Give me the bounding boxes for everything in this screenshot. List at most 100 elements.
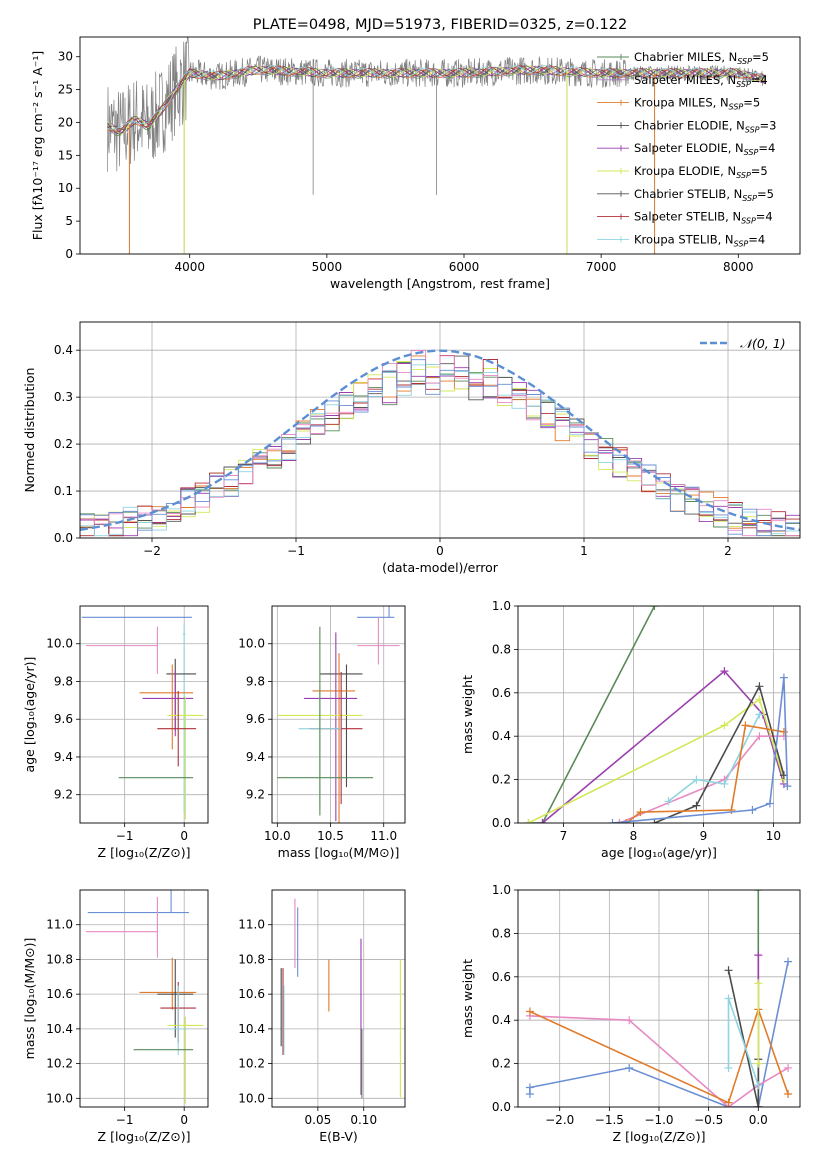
- x-tick-label: 4000: [174, 260, 205, 274]
- legend-sub: SSP: [742, 194, 757, 203]
- series-point: [784, 1089, 793, 1098]
- x-tick-label: 5000: [312, 260, 343, 274]
- y-tick-label: 11.0: [46, 918, 73, 932]
- panel-age-vs-Z: −1 0 9.2 9.4 9.6 9.8 10.0 Z [log₁₀(Z/Z⊙)] age [l…: [22, 605, 209, 860]
- y-tick-label: 0.0: [492, 816, 511, 830]
- legend-entry: Chabrier MILES, NSSP=5: [634, 50, 769, 66]
- legend-sub: SSP: [744, 148, 759, 157]
- legend-entry: Kroupa STELIB, NSSP=4: [634, 232, 765, 248]
- series-point: [754, 890, 763, 894]
- y-tick-label: 0.3: [54, 390, 73, 404]
- y-tick-label: 30: [58, 50, 73, 64]
- series-point: [754, 1059, 763, 1068]
- y-tick-label: 9.4: [54, 750, 73, 764]
- plot-area: [277, 606, 400, 823]
- series-point: [650, 606, 659, 610]
- series-point: [720, 667, 729, 676]
- legend-entry: Chabrier ELODIE, NSSP=3: [634, 118, 776, 134]
- x-tick-label: 8000: [723, 260, 754, 274]
- series-point: [724, 1098, 733, 1107]
- legend-name: Salpeter MILES, N: [634, 73, 736, 87]
- panel-weight-vs-Z: −2.0 −1.5 −1.0 −0.5 0.0 0.0 0.2 0.4 0.6 0.8 1.0 Z […: [460, 883, 801, 1144]
- series-point: [625, 1063, 634, 1072]
- series-line: [529, 1015, 789, 1107]
- legend-name: Kroupa MILES, N: [634, 96, 729, 110]
- legend-suffix: =4: [756, 210, 773, 224]
- panel-age-vs-mass: 10.0 10.5 11.0 9.2 9.4 9.6 9.8 10.0 mass [log₁₀(…: [238, 605, 406, 860]
- x-tick-label: −1.5: [595, 1113, 624, 1127]
- y-tick-label: 1.0: [492, 599, 511, 613]
- y-tick-label: 0.2: [492, 773, 511, 787]
- y-tick-label: 0: [65, 247, 73, 261]
- x-tick-label: 0: [180, 829, 188, 843]
- y-tick-label: 10.0: [46, 637, 73, 651]
- series-point: [754, 979, 763, 988]
- series-point: [625, 1016, 634, 1025]
- x-tick-label: 0.0: [749, 1113, 768, 1127]
- series-point: [692, 801, 701, 810]
- axes-frame: [79, 321, 801, 539]
- axes-frame: [271, 605, 406, 824]
- panel-mass-vs-ebv: 0.05 0.10 10.0 10.2 10.4 10.6 10.8 11.0 E(B-V): [238, 889, 406, 1144]
- y-axis-label: age [log₁₀(age/yr)]: [22, 657, 37, 773]
- legend-suffix: =4: [748, 232, 765, 246]
- y-tick-label: 9.8: [246, 674, 265, 688]
- y-tick-label: 0.4: [54, 343, 73, 357]
- axes-frame: [79, 889, 209, 1108]
- series-point: [636, 808, 645, 817]
- legend-name: Salpeter STELIB, N: [634, 210, 741, 224]
- legend-sub: SSP: [745, 125, 760, 134]
- histogram-step: [80, 359, 800, 537]
- y-tick-label: 9.2: [54, 788, 73, 802]
- x-tick-label: 9: [700, 829, 708, 843]
- legend-suffix: =4: [758, 141, 775, 155]
- y-axis-label: mass weight: [460, 675, 475, 754]
- legend-entry: 𝒩(0, 1): [740, 336, 786, 351]
- legend-name: Kroupa ELODIE, N: [634, 164, 736, 178]
- residuals-legend: 𝒩(0, 1): [700, 336, 786, 351]
- y-tick-label: 10.6: [46, 987, 73, 1001]
- x-tick-label: 0: [180, 1113, 188, 1127]
- series-point: [755, 710, 764, 719]
- gaussian-curve: [80, 349, 800, 531]
- x-tick-label: 0: [436, 544, 444, 558]
- legend-sub: SSP: [736, 171, 751, 180]
- y-tick-label: 9.6: [246, 712, 265, 726]
- series-point: [538, 819, 547, 823]
- x-tick-label: −0.5: [694, 1113, 723, 1127]
- axes-frame: [79, 36, 801, 255]
- y-tick-label: 25: [58, 83, 73, 97]
- y-tick-label: 10.4: [238, 1022, 265, 1036]
- model-line: [107, 65, 766, 134]
- y-axis-label: mass weight: [460, 959, 475, 1038]
- legend-entry: Salpeter STELIB, NSSP=4: [634, 210, 773, 226]
- series-point: [622, 819, 631, 823]
- y-tick-label: 9.8: [54, 674, 73, 688]
- x-axis-label: mass [log₁₀(M/M⊙)]: [278, 845, 400, 860]
- legend-sub: SSP: [734, 239, 749, 248]
- series-point: [525, 1083, 534, 1092]
- plot-area: [107, 37, 767, 254]
- legend-entry: Salpeter MILES, NSSP=4: [634, 73, 768, 89]
- plot-area: [85, 890, 204, 1104]
- axes-frame: [271, 889, 406, 1108]
- series-point: [779, 673, 788, 682]
- y-tick-label: 10.6: [238, 987, 265, 1001]
- axes-frame: [517, 605, 801, 824]
- plot-area: [80, 349, 800, 537]
- y-tick-label: 15: [58, 148, 73, 162]
- y-tick-label: 9.2: [246, 788, 265, 802]
- plot-area: [81, 616, 204, 820]
- legend-sub: SSP: [736, 80, 751, 89]
- y-tick-label: 0.6: [492, 686, 511, 700]
- plot-area: [524, 606, 792, 823]
- plot-area: [525, 890, 793, 1107]
- legend-suffix: =5: [751, 164, 768, 178]
- series-point: [720, 721, 729, 730]
- y-tick-label: 20: [58, 115, 73, 129]
- panel-weight-vs-age: 7 8 9 10 0.0 0.2 0.4 0.6 0.8 1.0 age [log₁₀(age/yr…: [460, 599, 801, 860]
- chart-title: PLATE=0498, MJD=51973, FIBERID=0325, z=0…: [253, 17, 627, 33]
- series-point: [779, 727, 788, 736]
- y-axis-label: mass [log₁₀(M/M⊙)]: [22, 938, 37, 1060]
